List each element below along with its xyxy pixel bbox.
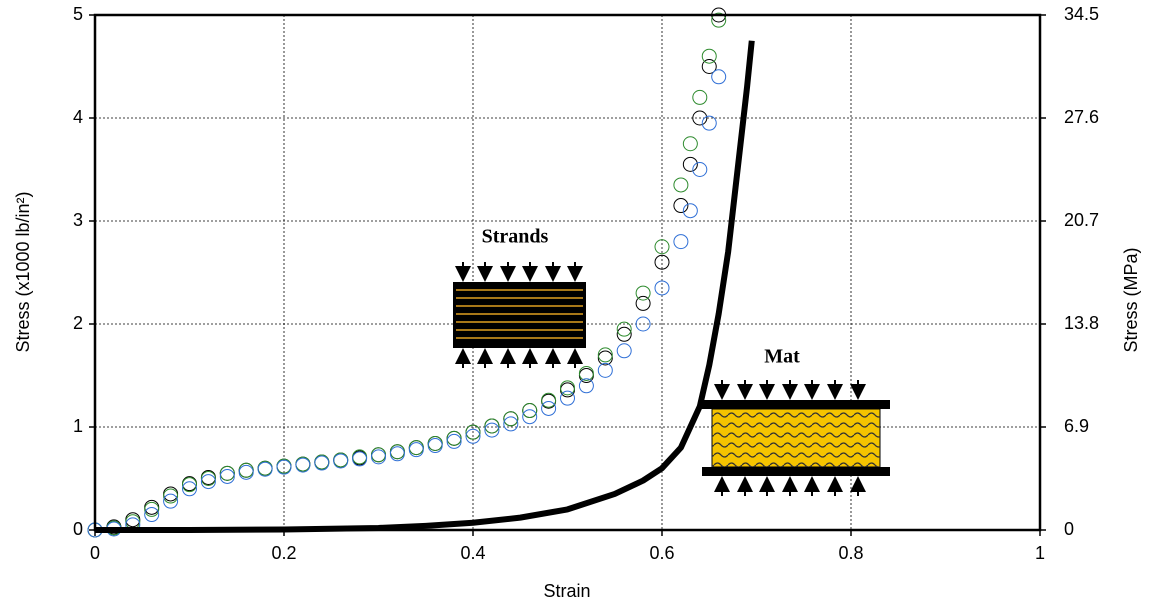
data-point — [654, 239, 670, 255]
data-point — [597, 362, 613, 378]
data-point — [182, 481, 197, 497]
y2-tick-label: 34.5 — [1064, 4, 1099, 24]
data-point — [682, 203, 698, 219]
data-point — [163, 488, 179, 504]
data-point — [673, 234, 689, 250]
x-tick-label: 1 — [1035, 543, 1045, 563]
data-point — [597, 350, 613, 366]
data-point — [701, 115, 717, 131]
data-point — [144, 507, 160, 523]
x-tick-label: 0.6 — [649, 543, 674, 563]
strands-diagram — [453, 262, 586, 368]
data-point — [295, 456, 311, 472]
y2-tick-label: 20.7 — [1064, 210, 1099, 230]
data-point — [503, 411, 519, 427]
data-point — [257, 460, 273, 476]
y2-tick-label: 6.9 — [1064, 416, 1089, 436]
data-point — [701, 48, 717, 64]
data-point — [484, 422, 500, 438]
data-line — [95, 40, 755, 533]
y-tick-label: 3 — [73, 210, 83, 230]
data-point — [163, 493, 179, 509]
data-point — [635, 316, 651, 332]
y-axis-label: Stress (x1000 lb/in²) — [13, 191, 33, 352]
data-point — [144, 501, 160, 517]
y-tick-label: 2 — [73, 313, 83, 333]
data-point — [427, 438, 443, 454]
y2-tick-label: 0 — [1064, 519, 1074, 539]
x-tick-label: 0.8 — [838, 543, 863, 563]
data-point — [333, 453, 349, 469]
data-point — [371, 449, 386, 465]
x-tick-label: 0.4 — [460, 543, 485, 563]
data-point — [616, 321, 632, 337]
x-tick-label: 0 — [90, 543, 100, 563]
data-point — [389, 446, 405, 462]
data-point — [560, 380, 575, 396]
mat-diagram — [702, 380, 890, 496]
y-tick-label: 1 — [73, 416, 83, 436]
data-point — [578, 378, 594, 394]
data-point — [257, 461, 273, 477]
data-point — [711, 69, 727, 85]
data-point — [200, 471, 216, 486]
data-point — [522, 403, 538, 419]
data-point — [200, 474, 216, 490]
x-tick-label: 0.2 — [271, 543, 296, 563]
x-axis-label: Strain — [543, 581, 590, 601]
y-tick-label: 4 — [73, 107, 83, 127]
data-point — [465, 428, 481, 444]
data-point — [654, 280, 670, 296]
data-point — [692, 89, 708, 105]
data-point — [616, 326, 632, 342]
data-point — [682, 156, 698, 172]
data-point — [238, 464, 254, 480]
data-point — [701, 59, 717, 74]
data-point — [673, 198, 689, 214]
annotation: Strands — [482, 226, 549, 248]
marks — [87, 7, 755, 538]
data-point — [200, 469, 216, 485]
data-point — [352, 450, 368, 466]
data-point — [673, 177, 689, 193]
data-point — [692, 110, 708, 126]
data-point — [314, 455, 330, 471]
data-point — [597, 347, 613, 363]
data-point — [408, 442, 424, 458]
y-tick-label: 5 — [73, 4, 83, 24]
data-point — [276, 459, 292, 475]
data-point — [314, 454, 330, 470]
y2-tick-label: 13.8 — [1064, 313, 1099, 333]
data-point — [182, 477, 197, 493]
data-point — [541, 400, 557, 416]
y-tick-label: 0 — [73, 519, 83, 539]
data-point — [446, 433, 462, 449]
data-point — [635, 295, 651, 311]
data-point — [578, 365, 594, 381]
data-point — [295, 457, 311, 473]
data-point — [484, 418, 500, 434]
data-point — [560, 390, 575, 406]
data-point — [352, 451, 368, 467]
data-point — [333, 452, 349, 468]
data-point — [522, 409, 538, 425]
data-point — [465, 424, 481, 440]
data-point — [446, 430, 462, 446]
data-point — [682, 136, 698, 152]
data-point — [219, 468, 235, 484]
data-point — [541, 392, 557, 408]
data-point — [616, 343, 632, 359]
plot-frame — [93, 13, 1042, 532]
data-point — [219, 465, 235, 481]
y2-axis-label: Stress (MPa) — [1121, 247, 1141, 352]
data-point — [503, 416, 519, 432]
grid — [89, 14, 1046, 536]
data-point — [692, 162, 708, 177]
data-point — [711, 12, 727, 28]
data-point — [635, 285, 651, 301]
annotation: Mat — [764, 346, 800, 368]
y2-tick-label: 27.6 — [1064, 107, 1099, 127]
data-point — [654, 254, 670, 270]
